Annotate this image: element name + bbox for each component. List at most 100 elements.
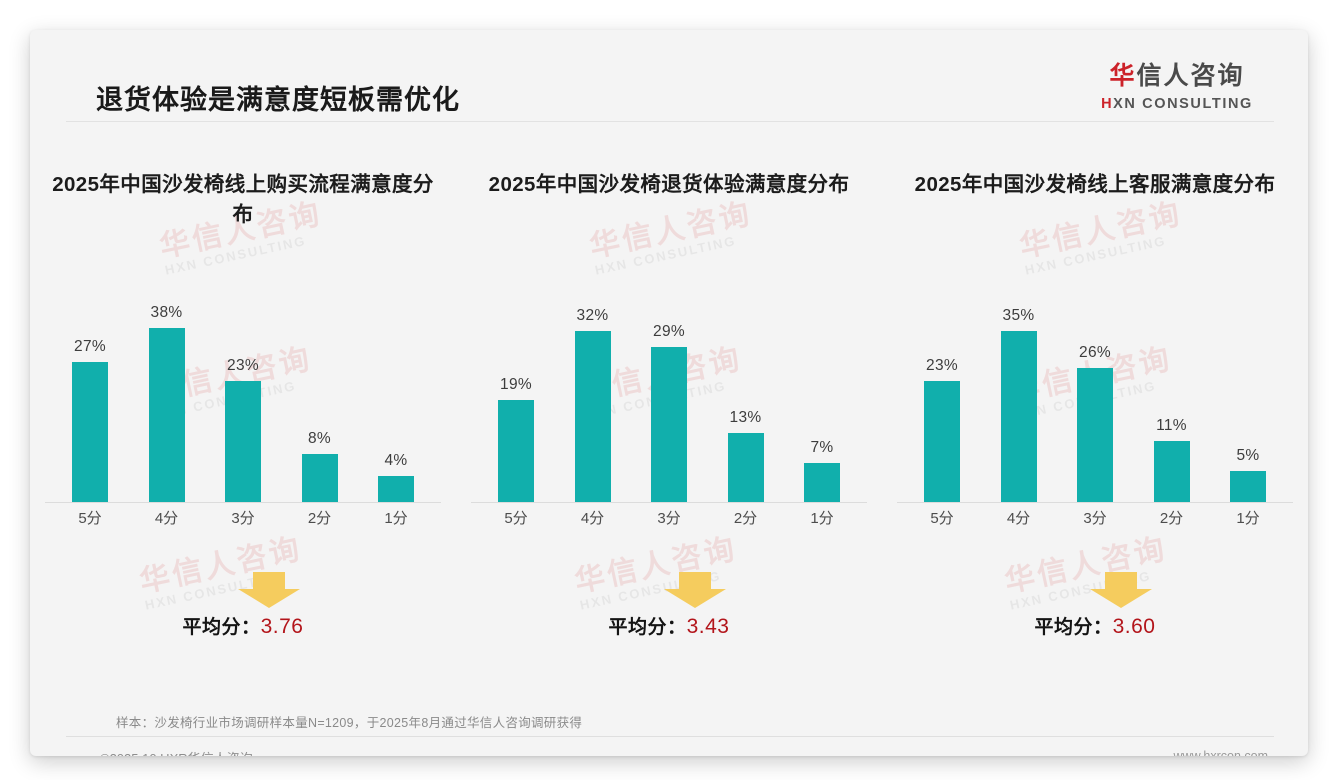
- bar: [72, 362, 108, 503]
- average-label: 平均分：: [182, 617, 261, 638]
- chart-panel-purchase-process: 2025年中国沙发椅线上购买流程满意度分布 27% 38% 23%: [30, 148, 456, 668]
- bar: [1077, 368, 1113, 503]
- average-value: 3.43: [686, 615, 730, 638]
- bar: [804, 463, 840, 503]
- average-annotation: 平均分：3.43: [504, 570, 834, 639]
- x-axis-line: [45, 502, 441, 503]
- slide-header: 退货体验是满意度短板需优化 华信人咨询 HXN CONSULTING: [30, 30, 1308, 122]
- bar-column: 13%: [709, 293, 783, 503]
- bar-value-label: 23%: [227, 357, 259, 374]
- bar-value-label: 4%: [384, 452, 408, 469]
- average-label: 平均分：: [608, 617, 687, 638]
- bar-column: 4%: [359, 293, 433, 503]
- bar-group: 27% 38% 23% 8%: [53, 293, 433, 503]
- bar-value-label: 19%: [500, 376, 532, 393]
- bar: [924, 381, 960, 503]
- bar-column: 5%: [1211, 293, 1285, 503]
- page-title: 退货体验是满意度短板需优化: [96, 85, 460, 115]
- brand-logo: 华信人咨询 HXN CONSULTING: [1082, 56, 1272, 112]
- average-label: 平均分：: [1034, 617, 1113, 638]
- charts-row: 2025年中国沙发椅线上购买流程满意度分布 27% 38% 23%: [30, 148, 1308, 668]
- bar-chart: 27% 38% 23% 8%: [45, 293, 441, 533]
- website-url[interactable]: www.hxrcon.com: [1173, 749, 1268, 756]
- bar: [148, 328, 185, 503]
- down-arrow-icon: [664, 572, 726, 608]
- x-axis-tick-label: 2分: [733, 510, 758, 527]
- bar-value-label: 32%: [576, 307, 609, 324]
- footer-divider: [66, 736, 1274, 737]
- bar-value-label: 26%: [1079, 344, 1111, 361]
- x-axis-tick-label: 2分: [1159, 510, 1184, 527]
- bar-column: 35%: [982, 293, 1056, 503]
- bar-column: 19%: [479, 293, 553, 503]
- bar: [1230, 471, 1266, 503]
- arrow-wrap: [982, 570, 1260, 610]
- bar-value-label: 23%: [926, 357, 958, 374]
- bar-value-label: 7%: [810, 439, 834, 456]
- x-axis-tick-label: 4分: [1006, 510, 1031, 527]
- average-score-text: 平均分：3.60: [930, 612, 1260, 639]
- x-axis-line: [471, 502, 867, 503]
- chart-title: 2025年中国沙发椅线上购买流程满意度分布: [52, 173, 434, 226]
- x-axis-tick-label: 5分: [78, 510, 102, 527]
- bar-value-label: 8%: [307, 430, 331, 447]
- bar-column: 8%: [283, 293, 357, 503]
- x-axis-tick-label: 3分: [657, 510, 681, 527]
- average-score-text: 平均分：3.76: [78, 612, 408, 639]
- arrow-wrap: [556, 570, 834, 610]
- bar-chart: 19% 32% 29% 13%: [471, 293, 867, 533]
- bar-value-label: 27%: [74, 338, 106, 355]
- bar: [651, 347, 687, 503]
- bar-value-label: 11%: [1156, 417, 1187, 434]
- slide-card: 华信人咨询 HXN CONSULTING 华信人咨询 HXN CONSULTIN…: [30, 30, 1308, 756]
- average-score-text: 平均分：3.43: [504, 612, 834, 639]
- x-axis-tick-label: 5分: [930, 510, 954, 527]
- average-annotation: 平均分：3.76: [78, 570, 408, 639]
- bar-column: 29%: [632, 293, 706, 503]
- bar: [378, 476, 414, 503]
- chart-title: 2025年中国沙发椅线上客服满意度分布: [914, 173, 1276, 196]
- x-axis-tick-label: 1分: [1236, 510, 1260, 527]
- logo-english-text: HXN CONSULTING: [1082, 96, 1272, 112]
- average-value: 3.60: [1112, 615, 1156, 638]
- chart-panel-return-experience: 2025年中国沙发椅退货体验满意度分布 19% 32% 29%: [456, 148, 882, 668]
- bar-value-label: 13%: [729, 409, 762, 426]
- x-axis-tick-label: 1分: [810, 510, 834, 527]
- bar-value-label: 35%: [1002, 307, 1035, 324]
- x-axis-tick-label: 1分: [384, 510, 408, 527]
- average-annotation: 平均分：3.60: [930, 570, 1260, 639]
- header-divider: [66, 121, 1274, 122]
- bar-column: 27%: [53, 293, 127, 503]
- down-arrow-icon: [238, 572, 300, 608]
- bar-value-label: 38%: [150, 304, 183, 321]
- bar: [301, 454, 338, 503]
- x-axis-line: [897, 502, 1293, 503]
- bar: [225, 381, 261, 503]
- x-axis-labels: 5分 4分 3分 2分 1分: [53, 507, 433, 533]
- bar: [498, 400, 534, 503]
- x-axis-tick-label: 4分: [580, 510, 605, 527]
- logo-chinese-rest: 信人咨询: [1136, 62, 1245, 90]
- arrow-wrap: [130, 570, 408, 610]
- bar-column: 23%: [905, 293, 979, 503]
- bar-column: 11%: [1135, 293, 1209, 503]
- x-axis-tick-label: 4分: [154, 510, 179, 527]
- bar: [1000, 331, 1037, 503]
- logo-accent-char: 华: [1109, 62, 1137, 90]
- bar-column: 26%: [1058, 293, 1132, 503]
- copyright-text: ©2025.10 HXR华信人咨询: [100, 748, 253, 756]
- bar-column: 23%: [206, 293, 280, 503]
- x-axis-tick-label: 3分: [231, 510, 255, 527]
- bar-value-label: 5%: [1236, 447, 1260, 464]
- bar: [574, 331, 611, 503]
- chart-panel-customer-service: 2025年中国沙发椅线上客服满意度分布 23% 35% 26%: [882, 148, 1308, 668]
- average-value: 3.76: [260, 615, 304, 638]
- bar-value-label: 29%: [653, 323, 685, 340]
- bar-column: 7%: [785, 293, 859, 503]
- x-axis-tick-label: 5分: [504, 510, 528, 527]
- source-footnote: 样本：沙发椅行业市场调研样本量N=1209，于2025年8月通过华信人咨询调研获…: [116, 716, 583, 730]
- x-axis-tick-label: 3分: [1083, 510, 1107, 527]
- bar-chart: 23% 35% 26% 11%: [897, 293, 1293, 533]
- chart-title: 2025年中国沙发椅退货体验满意度分布: [488, 173, 850, 196]
